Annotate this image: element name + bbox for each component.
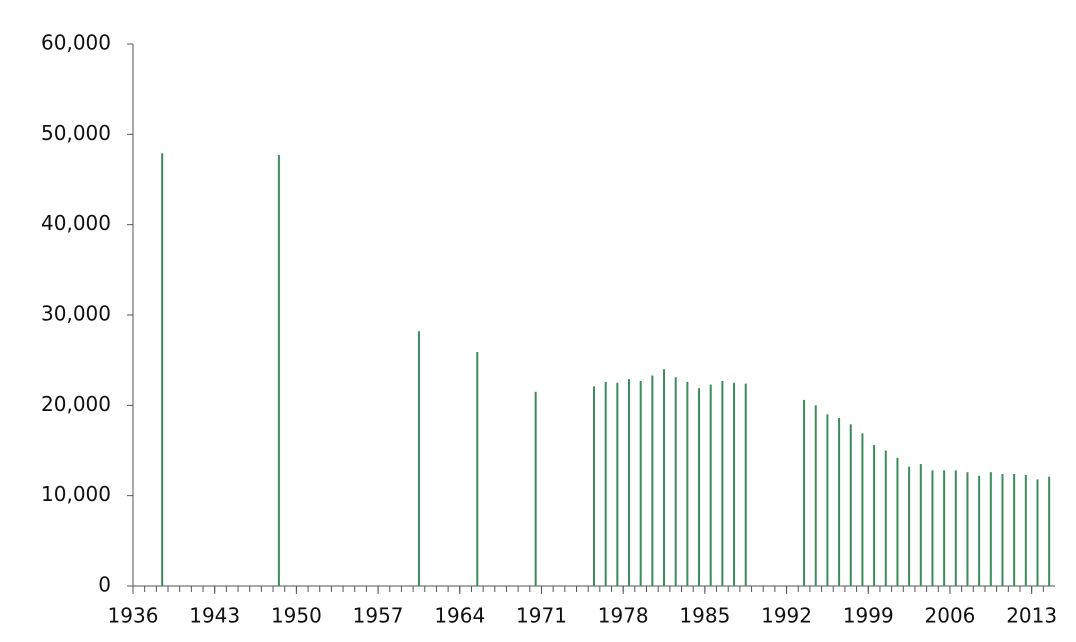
bar	[1013, 473, 1016, 586]
bar	[1001, 473, 1004, 586]
bar	[417, 331, 420, 586]
x-tick-label: 1950	[271, 604, 322, 628]
bar	[943, 470, 946, 586]
bar	[639, 380, 642, 586]
y-tick-label: 60,000	[41, 31, 111, 55]
x-tick-label: 1971	[516, 604, 567, 628]
bar	[873, 445, 876, 586]
bar	[931, 470, 934, 586]
x-tick-label: 1999	[843, 604, 894, 628]
y-tick-label: 10,000	[41, 482, 111, 506]
y-tick-label: 40,000	[41, 211, 111, 235]
y-tick-label: 20,000	[41, 392, 111, 416]
y-tick-label: 0	[98, 573, 111, 597]
bar	[663, 369, 666, 586]
bar	[476, 352, 479, 586]
bar	[896, 457, 899, 586]
bar	[593, 386, 595, 586]
x-tick-label: 1957	[353, 604, 404, 628]
bar	[989, 472, 992, 586]
bar	[709, 384, 712, 586]
y-tick-label: 50,000	[41, 121, 111, 145]
bar	[733, 382, 736, 586]
bar	[628, 379, 631, 586]
bar	[884, 450, 887, 586]
bar	[721, 380, 724, 586]
bar	[277, 155, 280, 587]
bar	[616, 382, 619, 586]
bar	[604, 381, 607, 586]
bar	[1024, 474, 1027, 586]
x-tick-label: 2013	[1006, 604, 1057, 628]
bar	[651, 375, 654, 586]
x-tick-label: 1985	[679, 604, 730, 628]
bar	[861, 433, 864, 586]
bar	[966, 472, 969, 586]
x-tick-label: 1936	[108, 604, 159, 628]
bar	[919, 464, 922, 586]
bar	[1036, 479, 1039, 586]
bar	[838, 417, 841, 586]
bar	[803, 399, 806, 586]
bar	[686, 381, 689, 586]
x-tick-label: 1978	[598, 604, 649, 628]
y-tick-label: 30,000	[41, 302, 111, 326]
x-tick-label: 2006	[925, 604, 976, 628]
bar	[814, 405, 817, 586]
bar	[674, 377, 677, 586]
bar	[698, 388, 701, 586]
x-tick-label: 1964	[434, 604, 485, 628]
x-tick-label: 1992	[761, 604, 812, 628]
bar	[744, 383, 747, 586]
bar	[826, 414, 829, 586]
bar	[1048, 476, 1051, 586]
bar	[954, 470, 957, 586]
x-tick-label: 1943	[189, 604, 240, 628]
bar	[978, 475, 981, 586]
bar	[908, 466, 911, 586]
bar	[849, 424, 852, 586]
bar	[161, 153, 164, 586]
bar	[534, 391, 537, 586]
